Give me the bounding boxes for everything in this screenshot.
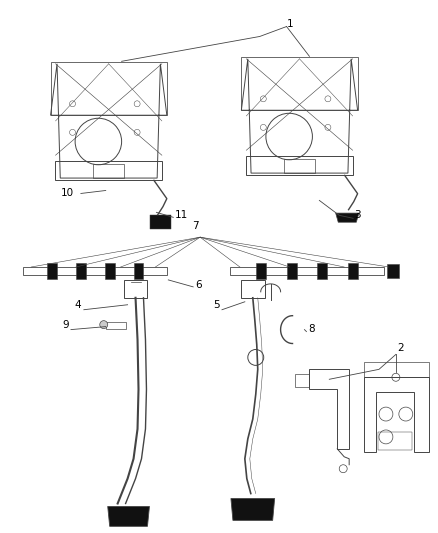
Polygon shape bbox=[134, 263, 144, 279]
Polygon shape bbox=[47, 263, 57, 279]
Text: 7: 7 bbox=[192, 221, 198, 231]
Text: 9: 9 bbox=[62, 320, 69, 329]
Text: 2: 2 bbox=[397, 343, 403, 353]
Polygon shape bbox=[256, 263, 266, 279]
Polygon shape bbox=[286, 263, 297, 279]
Polygon shape bbox=[105, 263, 115, 279]
Text: 6: 6 bbox=[195, 280, 202, 290]
Circle shape bbox=[100, 321, 108, 329]
Text: 4: 4 bbox=[74, 300, 81, 310]
Polygon shape bbox=[348, 263, 358, 279]
Text: 10: 10 bbox=[61, 189, 74, 198]
Polygon shape bbox=[318, 263, 327, 279]
Polygon shape bbox=[108, 506, 149, 527]
Polygon shape bbox=[150, 215, 171, 230]
Polygon shape bbox=[231, 498, 275, 520]
Polygon shape bbox=[76, 263, 86, 279]
Polygon shape bbox=[336, 213, 359, 222]
Text: 5: 5 bbox=[213, 300, 220, 310]
Text: 1: 1 bbox=[286, 19, 293, 29]
Text: 3: 3 bbox=[354, 211, 361, 220]
Polygon shape bbox=[387, 264, 399, 278]
Text: 11: 11 bbox=[175, 211, 188, 220]
Text: 8: 8 bbox=[308, 324, 315, 334]
